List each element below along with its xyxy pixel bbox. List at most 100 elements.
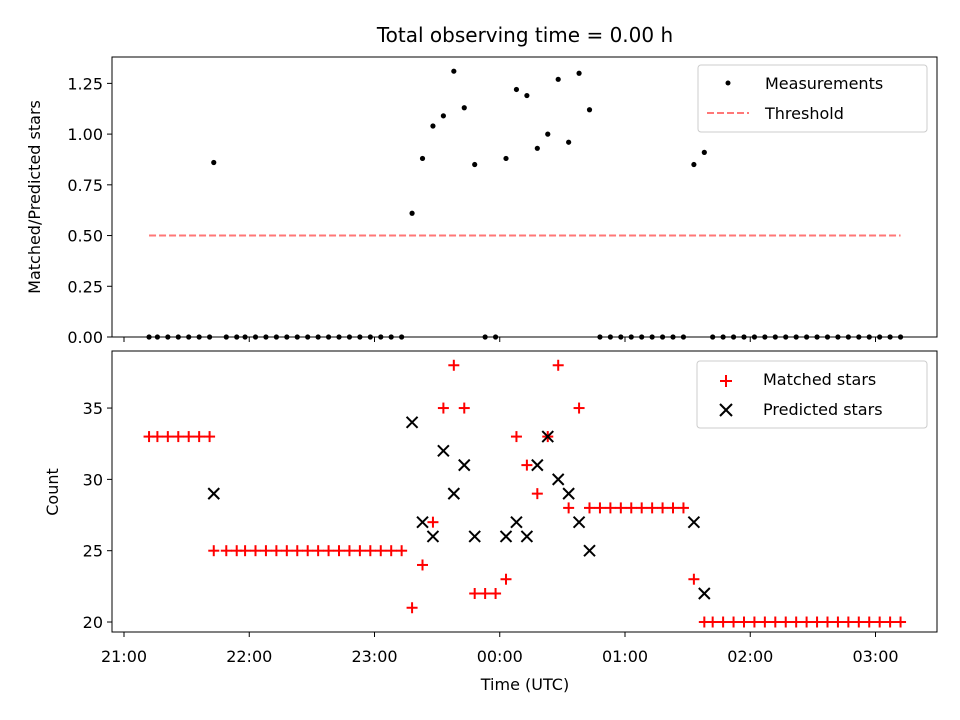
matched-star-point xyxy=(688,573,700,585)
matched-star-point xyxy=(500,573,512,585)
matched-star-point xyxy=(469,587,481,599)
matched-star-point xyxy=(707,616,719,628)
predicted-star-point xyxy=(447,487,461,500)
matched-star-point xyxy=(364,545,376,557)
top-panel: Total observing time = 0.00 h 0.00 0.25 0.… xyxy=(25,23,938,347)
matched-star-point xyxy=(151,431,163,443)
measurement-point xyxy=(242,334,248,340)
measurement-point xyxy=(196,334,202,340)
bottom-ytick-label: 35 xyxy=(83,399,103,418)
measurement-point xyxy=(845,334,851,340)
measurement-point xyxy=(670,334,676,340)
measurement-point xyxy=(273,334,279,340)
matched-star-point xyxy=(354,545,366,557)
matched-star-point xyxy=(717,616,729,628)
measurement-point xyxy=(305,334,311,340)
predicted-star-point xyxy=(551,473,565,486)
bottom-x-axis-label: Time (UTC) xyxy=(480,675,569,694)
matched-star-point xyxy=(250,545,262,557)
matched-star-point xyxy=(636,502,648,514)
measurement-point xyxy=(472,161,478,168)
measurement-point xyxy=(524,92,530,99)
matched-star-point xyxy=(260,545,272,557)
measurement-point xyxy=(399,334,405,340)
legend-threshold-label: Threshold xyxy=(764,104,844,123)
matched-star-point xyxy=(183,431,195,443)
measurement-point xyxy=(887,334,893,340)
matched-star-point xyxy=(552,359,564,371)
matched-star-point xyxy=(479,587,491,599)
measurement-point xyxy=(175,334,181,340)
legend-matched-marker xyxy=(720,375,732,387)
predicted-star-point xyxy=(698,587,711,600)
bottom-xtick-label: 23:00 xyxy=(351,647,397,666)
matched-star-point xyxy=(417,559,429,571)
measurement-point xyxy=(856,334,862,340)
top-ytick-label: 0.00 xyxy=(67,328,103,347)
bottom-axes-frame xyxy=(111,350,938,633)
measurement-point xyxy=(492,334,499,340)
top-ytick-label: 1.25 xyxy=(67,74,103,93)
bottom-legend: Matched stars Predicted stars xyxy=(696,360,928,429)
matched-star-point xyxy=(531,488,543,500)
measurement-point xyxy=(586,107,593,113)
bottom-ytick-label: 25 xyxy=(83,542,103,561)
measurement-point xyxy=(710,334,716,340)
measurement-point xyxy=(165,334,171,340)
measurement-point xyxy=(597,334,603,340)
matched-star-point xyxy=(375,545,387,557)
matched-star-point xyxy=(270,545,282,557)
measurement-point xyxy=(618,334,624,340)
bottom-xtick-label: 02:00 xyxy=(727,647,773,666)
matched-star-point xyxy=(780,616,792,628)
measurement-point xyxy=(451,68,457,74)
measurement-point xyxy=(659,334,666,340)
top-chart-title: Total observing time = 0.00 h xyxy=(376,23,673,47)
measurement-point xyxy=(730,334,737,340)
measurement-point xyxy=(814,334,820,340)
matched-star-point xyxy=(458,402,470,414)
measurement-point xyxy=(263,334,269,340)
top-ytick-label: 0.50 xyxy=(67,227,103,246)
measurement-point xyxy=(751,334,758,340)
measurement-point xyxy=(772,334,778,340)
measurement-point xyxy=(430,123,436,129)
legend-measurements-marker xyxy=(725,80,731,86)
matched-star-point xyxy=(615,502,627,514)
matched-star-point xyxy=(759,616,771,628)
bottom-plot-area xyxy=(143,359,907,628)
matched-star-point xyxy=(385,545,397,557)
matched-star-point xyxy=(738,616,750,628)
matched-star-point xyxy=(895,616,907,628)
matched-star-point xyxy=(790,616,802,628)
matched-star-point xyxy=(677,502,689,514)
measurement-point xyxy=(824,334,831,340)
measurement-point xyxy=(897,334,904,340)
matched-star-point xyxy=(427,516,439,528)
matched-star-point xyxy=(333,545,345,557)
measurement-point xyxy=(804,334,810,340)
predicted-star-point xyxy=(437,444,450,458)
bottom-x-axis: 21:00 22:00 23:00 00:00 01:00 02:00 03:00 xyxy=(101,632,899,666)
matched-star-point xyxy=(573,402,585,414)
matched-star-point xyxy=(625,502,637,514)
measurement-point xyxy=(154,334,160,340)
matched-star-point xyxy=(821,616,833,628)
top-ytick-label: 0.25 xyxy=(67,277,103,296)
matched-star-point xyxy=(863,616,875,628)
bottom-panel: 20 25 30 35 21:00 22:00 23:00 00:00 01:00 02:00 0… xyxy=(43,350,938,694)
matched-star-point xyxy=(448,359,460,371)
top-axes-frame xyxy=(111,56,938,338)
measurement-point xyxy=(294,334,300,340)
matched-star-point xyxy=(396,545,408,557)
matched-star-point xyxy=(769,616,781,628)
measurement-point xyxy=(211,159,217,166)
measurement-point xyxy=(866,334,872,340)
measurement-point xyxy=(223,334,229,340)
measurement-point xyxy=(607,334,613,340)
matched-star-point xyxy=(832,616,844,628)
top-legend: Measurements Threshold xyxy=(697,64,928,133)
legend-matched-label: Matched stars xyxy=(763,370,876,389)
measurement-point xyxy=(252,334,259,340)
predicted-star-point xyxy=(562,487,575,500)
